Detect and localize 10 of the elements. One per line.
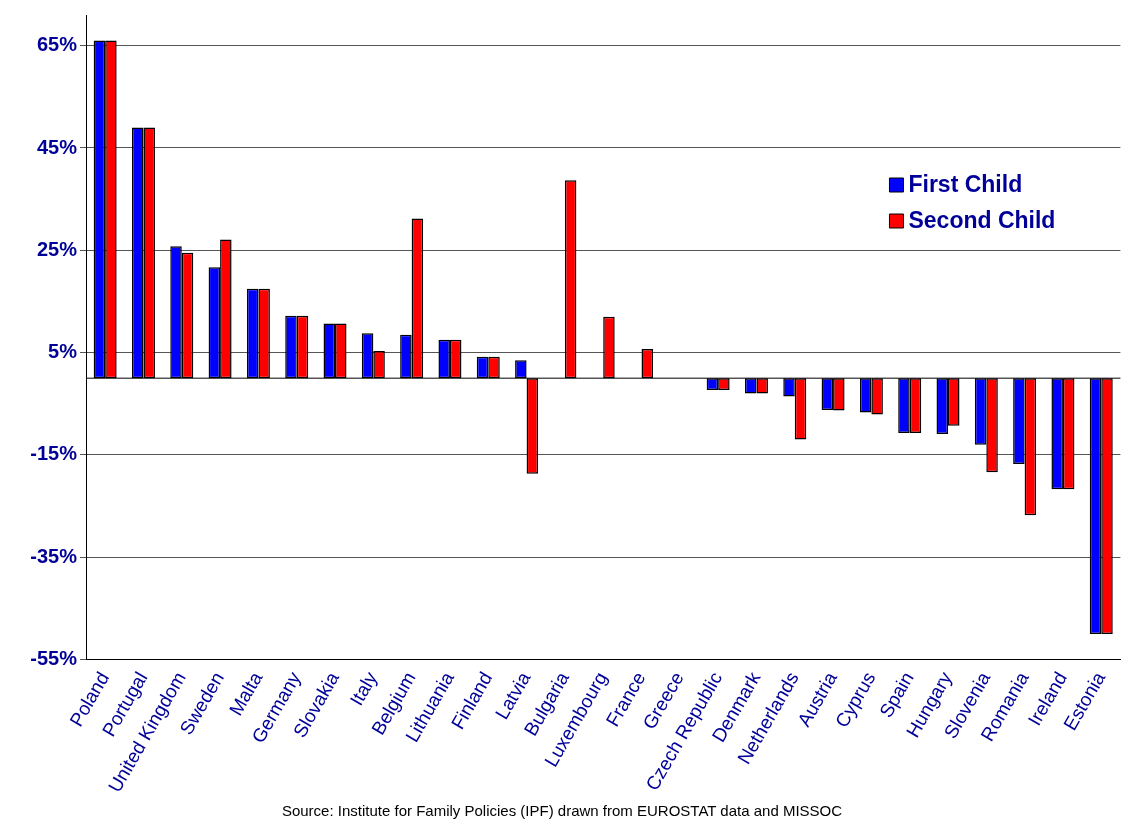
y-tick-label: 5% [48,340,78,363]
source-note: Source: Institute for Family Policies (IPF) drawn from EUROSTAT data and MISSOC [280,802,844,819]
y-tick-label: 65% [36,33,78,56]
legend-label: Second Child [908,207,1056,234]
y-tick-label: 25% [36,237,78,260]
y-tick-label: -55% [30,647,78,670]
y-tick-label: -35% [30,544,78,567]
y-tick-label: 45% [36,135,78,158]
legend-label: First Child [908,171,1023,198]
y-tick-label: -15% [30,442,78,465]
